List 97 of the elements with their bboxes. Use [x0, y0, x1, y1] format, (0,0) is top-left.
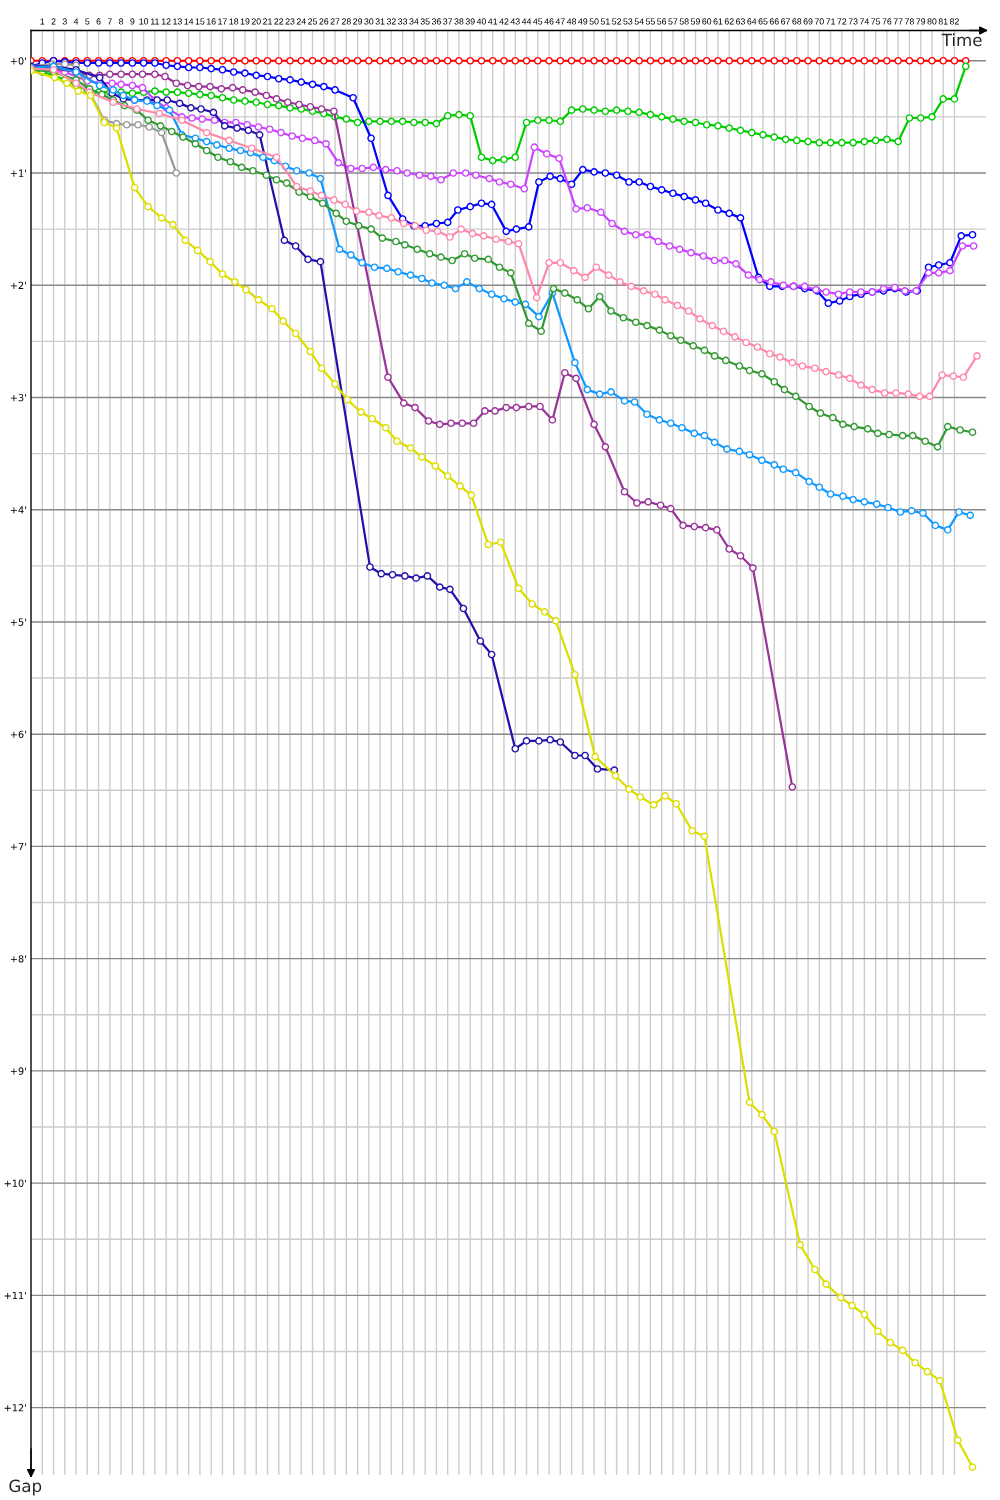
x-tick-label: 62 [724, 18, 734, 25]
x-tick-label: 77 [893, 18, 903, 25]
x-tick-label: 23 [285, 18, 295, 25]
x-tick-label: 36 [431, 18, 441, 25]
x-tick-label: 20 [251, 18, 261, 25]
x-tick-label: 81 [938, 18, 948, 25]
y-tick-label: +0' [10, 57, 26, 65]
x-tick-label: 66 [769, 18, 779, 25]
x-tick-label: 79 [916, 18, 926, 25]
x-tick-label: 58 [679, 18, 689, 25]
x-tick-label: 68 [792, 18, 802, 25]
x-tick-label: 10 [139, 18, 149, 25]
x-tick-label: 1 [40, 18, 45, 25]
x-tick-label: 2 [51, 18, 56, 25]
x-tick-label: 44 [521, 18, 532, 25]
x-tick-label: 22 [274, 18, 284, 25]
x-tick-label: 41 [488, 18, 498, 25]
x-tick-label: 12 [161, 18, 171, 25]
y-tick-label: +12' [4, 1404, 26, 1412]
x-tick-label: 4 [73, 18, 79, 25]
x-tick-label: 21 [263, 18, 272, 25]
x-tick-label: 50 [589, 18, 599, 25]
x-tick-label: 13 [173, 18, 182, 25]
x-tick-label: 76 [882, 18, 892, 25]
x-tick-label: 53 [623, 18, 633, 25]
x-tick-label: 3 [62, 18, 67, 25]
x-tick-label: 25 [308, 18, 318, 25]
x-tick-label: 39 [465, 18, 475, 25]
y-tick-label: +7' [10, 843, 26, 851]
x-tick-label: 52 [612, 18, 622, 25]
x-tick-label: 40 [476, 18, 486, 25]
y-tick-label: +2' [10, 281, 26, 289]
x-tick-label: 27 [330, 18, 340, 25]
y-tick-label: +11' [4, 1291, 26, 1300]
x-tick-label: 34 [409, 18, 419, 25]
y-tick-label: +5' [10, 618, 26, 626]
y-tick-label: +6' [10, 730, 26, 739]
y-tick-label: +9' [10, 1067, 26, 1075]
x-tick-label: 6 [96, 18, 101, 25]
x-tick-label: 64 [747, 18, 757, 25]
x-tick-label: 74 [859, 18, 869, 25]
x-tick-label: 37 [443, 18, 453, 25]
x-tick-label: 73 [848, 18, 858, 25]
x-tick-label: 59 [690, 18, 700, 25]
x-tick-label: 9 [130, 18, 135, 25]
x-tick-label: 24 [296, 18, 306, 25]
x-tick-label: 28 [341, 18, 351, 25]
x-tick-label: 14 [184, 18, 194, 25]
x-tick-label: 15 [195, 18, 205, 25]
x-tick-label: 29 [353, 18, 363, 25]
x-tick-label: 54 [634, 18, 644, 25]
x-tick-label: 48 [566, 18, 577, 25]
x-tick-label: 35 [420, 18, 430, 25]
x-tick-label: 26 [319, 18, 329, 25]
y-tick-label: +1' [10, 169, 26, 177]
x-axis-title: Time [941, 33, 982, 47]
x-tick-label: 43 [510, 18, 520, 25]
x-tick-label: 82 [949, 18, 959, 25]
x-tick-label: 63 [736, 18, 745, 25]
x-tick-label: 5 [85, 18, 90, 25]
x-tick-label: 69 [803, 18, 813, 25]
x-tick-label: 18 [229, 18, 239, 25]
x-tick-label: 38 [454, 18, 464, 25]
x-tick-label: 47 [555, 18, 565, 25]
x-tick-label: 11 [151, 18, 159, 25]
x-tick-label: 55 [645, 18, 655, 25]
y-tick-label: +10' [4, 1179, 26, 1187]
y-tick-label: +4' [10, 506, 26, 514]
x-tick-label: 70 [814, 18, 824, 25]
x-tick-label: 33 [398, 18, 408, 25]
x-tick-label: 46 [544, 18, 554, 25]
x-tick-label: 56 [657, 18, 667, 25]
x-tick-label: 8 [119, 18, 124, 25]
x-tick-label: 51 [600, 18, 610, 25]
x-tick-label: 67 [781, 18, 790, 25]
x-tick-label: 16 [206, 18, 216, 25]
x-tick-label: 65 [758, 18, 768, 25]
x-tick-label: 61 [713, 18, 723, 25]
x-tick-label: 30 [364, 18, 374, 25]
x-tick-label: 17 [218, 18, 227, 25]
x-tick-label: 75 [871, 18, 881, 25]
x-tick-label: 72 [837, 18, 847, 25]
x-tick-label: 19 [240, 18, 250, 25]
y-tick-label: +8' [10, 955, 26, 963]
y-tick-label: +3' [10, 393, 26, 402]
x-tick-label: 42 [499, 18, 509, 25]
x-tick-label: 49 [578, 18, 588, 25]
x-tick-label: 78 [905, 18, 914, 25]
x-tick-label: 71 [826, 18, 836, 25]
x-tick-label: 45 [533, 18, 543, 25]
x-tick-label: 80 [927, 18, 937, 25]
y-axis-title: Gap [9, 1479, 42, 1496]
x-tick-label: 57 [668, 18, 678, 25]
x-tick-label: 60 [702, 18, 712, 25]
x-tick-label: 7 [107, 18, 112, 25]
x-tick-label: 32 [386, 18, 396, 25]
x-tick-label: 31 [375, 18, 385, 25]
